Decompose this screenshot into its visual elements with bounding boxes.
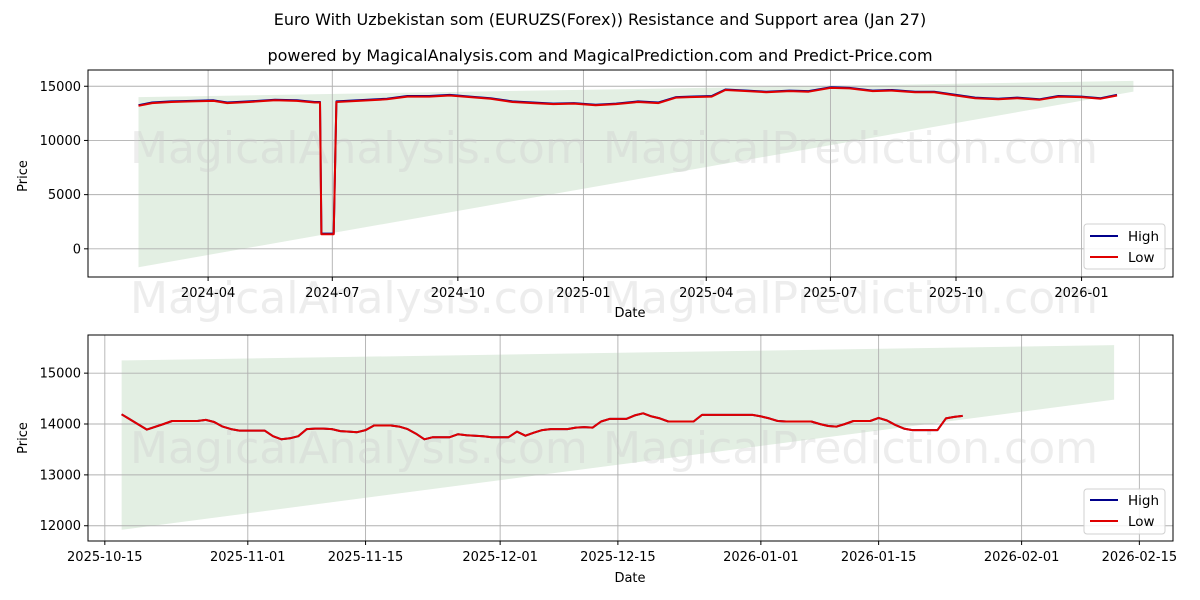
x-tick-label: 2024-04 (181, 286, 235, 301)
chart-subtitle: powered by MagicalAnalysis.com and Magic… (267, 46, 933, 65)
y-tick-label: 13000 (40, 468, 81, 483)
y-tick-label: 5000 (48, 188, 81, 203)
top-axes-frame (87, 69, 1174, 278)
x-tick-label: 2025-11-01 (210, 550, 286, 565)
watermark-text: MagicalAnalysis.com (130, 423, 588, 474)
bottom-y-axis: 12000 13000 14000 15000 (40, 367, 88, 534)
chart-title: Euro With Uzbekistan som (EURUZS(Forex))… (273, 10, 927, 29)
series-low-line (138, 86, 1118, 236)
x-tick-label: 2024-07 (305, 286, 359, 301)
x-tick-label: 2025-04 (679, 286, 733, 301)
watermark-text: MagicalPrediction.com (603, 123, 1098, 174)
bottom-x-axis-label: Date (614, 571, 645, 586)
x-tick-label: 2026-01-01 (723, 550, 799, 565)
top-y-axis-label: Price (16, 160, 31, 192)
bottom-price-lines (121, 412, 963, 441)
top-gridlines (88, 70, 1173, 277)
legend-high-label: High (1128, 229, 1159, 245)
top-chart: MagicalAnalysis.com MagicalPrediction.com… (16, 69, 1174, 324)
y-tick-label: 10000 (40, 134, 81, 149)
x-tick-label: 2025-12-01 (462, 550, 538, 565)
watermark-text: MagicalPrediction.com (603, 423, 1098, 474)
band-area (138, 80, 1134, 268)
x-tick-label: 2025-11-15 (328, 550, 404, 565)
x-tick-label: 2025-07 (803, 286, 857, 301)
top-watermarks: MagicalAnalysis.com MagicalPrediction.com… (130, 123, 1098, 324)
watermark-text: MagicalAnalysis.com (130, 123, 588, 174)
watermark-text: MagicalAnalysis.com (130, 273, 588, 324)
legend-low-label: Low (1128, 514, 1155, 530)
x-tick-label: 2024-10 (431, 286, 485, 301)
bottom-x-axis: 2025-10-15 2025-11-01 2025-11-15 2025-12-01… (67, 541, 1177, 565)
x-tick-label: 2025-10-15 (67, 550, 143, 565)
top-legend: High Low (1083, 223, 1166, 270)
x-tick-label: 2026-02-15 (1102, 550, 1178, 565)
y-tick-label: 12000 (40, 519, 81, 534)
x-tick-label: 2026-01-15 (841, 550, 917, 565)
bottom-chart: MagicalAnalysis.com MagicalPrediction.com… (16, 334, 1177, 586)
x-tick-label: 2025-12-15 (580, 550, 656, 565)
y-tick-label: 14000 (40, 418, 81, 433)
bottom-gridlines (88, 335, 1173, 541)
top-support-resistance-band (138, 80, 1134, 268)
bottom-y-axis-label: Price (16, 422, 31, 454)
legend-low-label: Low (1128, 250, 1155, 266)
watermark-text: MagicalPrediction.com (603, 273, 1098, 324)
bottom-watermarks: MagicalAnalysis.com MagicalPrediction.com (130, 423, 1098, 474)
y-tick-label: 15000 (40, 80, 81, 95)
top-y-axis: 0 5000 10000 15000 (40, 80, 88, 257)
x-tick-label: 2025-10 (929, 286, 983, 301)
y-tick-label: 15000 (40, 367, 81, 382)
series-low-line (121, 412, 963, 441)
top-price-lines (138, 86, 1118, 236)
legend-high-label: High (1128, 493, 1159, 509)
top-x-axis-label: Date (614, 306, 645, 321)
top-x-axis: 2024-04 2024-07 2024-10 2025-01 2025-04 2025-… (181, 277, 1109, 301)
x-tick-label: 2026-01 (1054, 286, 1108, 301)
y-tick-label: 0 (73, 242, 81, 257)
x-tick-label: 2026-02-01 (984, 550, 1060, 565)
bottom-axes-frame (87, 334, 1174, 542)
x-tick-label: 2025-01 (556, 286, 610, 301)
bottom-legend: High Low (1083, 488, 1166, 535)
